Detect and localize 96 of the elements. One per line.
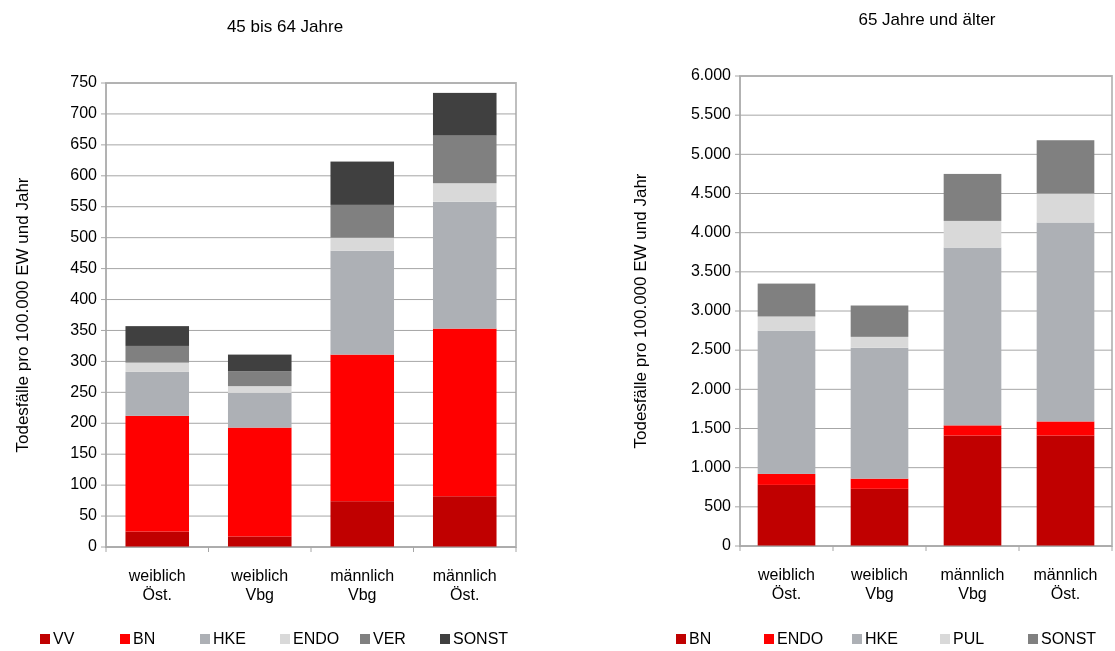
legend-label: BN [689, 630, 712, 648]
bar [125, 345, 190, 363]
x-tick-label: weiblich Vbg [850, 566, 908, 602]
legend-label: HKE [213, 630, 246, 648]
x-tick-label: weiblich Öst. [127, 567, 186, 603]
y-tick-label: 5.000 [690, 144, 732, 162]
bar [125, 415, 190, 532]
bar [943, 435, 1002, 546]
bar [850, 488, 909, 546]
y-tick-label: 500 [704, 497, 732, 515]
legend-label: PUL [953, 630, 985, 648]
bar [757, 283, 816, 317]
y-axis-title: Todesfälle pro 100.000 EW und Jahr [13, 177, 33, 453]
y-tick-label: 750 [70, 73, 98, 91]
y-tick-label: 1.500 [690, 418, 732, 436]
x-tick-label: weiblich Öst. [757, 566, 815, 602]
bar [125, 362, 190, 372]
bar [227, 354, 292, 372]
y-tick-label: 700 [70, 104, 98, 122]
bar [757, 473, 816, 485]
y-tick-label: 5.500 [690, 105, 732, 123]
bar [125, 326, 190, 346]
legend-label: VER [373, 630, 406, 648]
bar [943, 425, 1002, 436]
legend-label: SONST [453, 630, 509, 648]
bar [1036, 222, 1095, 422]
bar [757, 330, 816, 474]
legend-label: VV [53, 630, 75, 648]
bar [330, 250, 395, 355]
y-tick-label: 3.500 [690, 262, 732, 280]
bar [943, 220, 1002, 248]
bar [125, 371, 190, 416]
y-tick-label: 4.000 [690, 222, 732, 240]
bar [1036, 421, 1095, 436]
y-tick-label: 50 [79, 506, 98, 524]
y-tick-label: 600 [70, 166, 98, 184]
chart-title: 65 Jahre und älter [858, 10, 996, 29]
y-tick-label: 100 [70, 475, 98, 493]
y-tick-label: 1.000 [690, 457, 732, 475]
x-tick-label: weiblich Vbg [230, 567, 289, 603]
bar [227, 371, 292, 387]
x-tick-label: männlich Öst. [1033, 566, 1098, 602]
x-tick-label: männlich Öst. [432, 567, 497, 603]
bar [850, 305, 909, 337]
bar [330, 501, 395, 547]
bar [850, 336, 909, 348]
bar [757, 484, 816, 546]
bar [432, 201, 497, 329]
bar [1036, 435, 1095, 546]
y-tick-label: 3.000 [690, 301, 732, 319]
bar [757, 316, 816, 331]
chart-title: 45 bis 64 Jahre [226, 17, 344, 36]
y-tick-label: 250 [70, 382, 98, 400]
bar [943, 247, 1002, 426]
bar [330, 237, 395, 251]
legend-label: BN [133, 630, 156, 648]
bar [227, 536, 292, 547]
y-tick-label: 0 [88, 537, 98, 555]
y-tick-label: 350 [70, 320, 98, 338]
bar [330, 354, 395, 502]
y-tick-label: 6.000 [690, 66, 732, 84]
bar [432, 496, 497, 547]
y-tick-label: 150 [70, 444, 98, 462]
bar [943, 173, 1002, 221]
legend-label: ENDO [777, 630, 824, 648]
y-tick-label: 450 [70, 258, 98, 276]
y-tick-label: 2.000 [690, 379, 732, 397]
y-tick-label: 300 [70, 351, 98, 369]
bar [330, 161, 395, 205]
bar [432, 183, 497, 202]
y-tick-label: 400 [70, 289, 98, 307]
y-tick-label: 2.500 [690, 340, 732, 358]
y-tick-label: 650 [70, 135, 98, 153]
bar [432, 328, 497, 497]
y-tick-label: 550 [70, 196, 98, 214]
legend-label: ENDO [293, 630, 340, 648]
bar [850, 347, 909, 479]
bar [432, 92, 497, 136]
y-axis-title: Todesfälle pro 100.000 EW und Jahr [631, 173, 651, 449]
bar [125, 531, 190, 547]
bar [330, 204, 395, 238]
x-tick-label: männlich Vbg [330, 567, 395, 603]
bar [432, 135, 497, 184]
y-tick-label: 0 [722, 536, 732, 554]
bar [227, 392, 292, 428]
y-tick-label: 4.500 [690, 183, 732, 201]
bar [1036, 140, 1095, 194]
legend-label: SONST [1041, 630, 1097, 648]
bar [227, 427, 292, 537]
legend-label: HKE [865, 630, 898, 648]
y-tick-label: 500 [70, 227, 98, 245]
bar [227, 386, 292, 393]
bar [1036, 193, 1095, 223]
x-tick-label: männlich Vbg [940, 566, 1005, 602]
bar [850, 478, 909, 489]
y-tick-label: 200 [70, 413, 98, 431]
